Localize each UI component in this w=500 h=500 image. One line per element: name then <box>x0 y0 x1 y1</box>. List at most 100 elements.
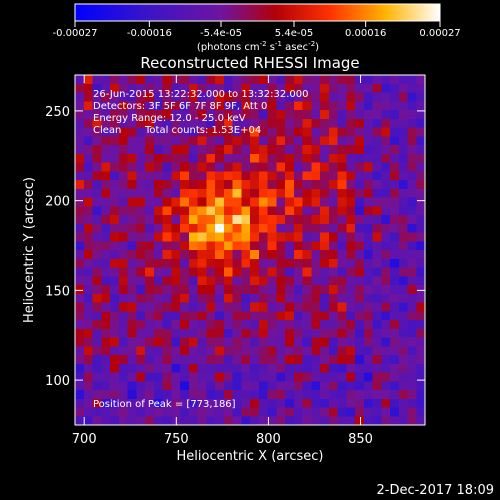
heatmap-cell <box>416 293 425 303</box>
heatmap-cell <box>75 127 85 137</box>
heatmap-cell <box>153 145 163 155</box>
heatmap-cell <box>302 293 312 303</box>
heatmap-cell <box>267 258 277 268</box>
heatmap-cell <box>206 416 216 425</box>
heatmap-cell <box>171 145 181 155</box>
heatmap-cell <box>232 162 242 172</box>
heatmap-cell <box>162 311 172 321</box>
heatmap-cell <box>258 258 268 268</box>
heatmap-cell <box>110 197 120 207</box>
heatmap-cell <box>250 328 260 338</box>
heatmap-cell <box>398 110 408 120</box>
heatmap-cell <box>92 180 102 190</box>
heatmap-cell <box>136 75 146 85</box>
heatmap-cell <box>381 381 391 391</box>
heatmap-cell <box>92 145 102 155</box>
heatmap-cell <box>355 416 365 425</box>
heatmap-cell <box>285 180 295 190</box>
heatmap-cell <box>118 320 128 330</box>
energy-range-annotation: Energy Range: 12.0 - 25.0 keV <box>93 113 246 124</box>
heatmap-cell <box>302 311 312 321</box>
heatmap-cell <box>197 267 207 277</box>
heatmap-cell <box>293 171 303 181</box>
heatmap-cell <box>328 127 338 137</box>
heatmap-cell <box>188 145 198 155</box>
heatmap-cell <box>232 223 242 233</box>
heatmap-cell <box>83 293 93 303</box>
heatmap-cell <box>337 390 347 400</box>
heatmap-cell <box>267 145 277 155</box>
heatmap-cell <box>92 398 102 408</box>
heatmap-cell <box>127 293 137 303</box>
heatmap-cell <box>83 328 93 338</box>
heatmap-cell <box>372 92 382 102</box>
heatmap-cell <box>83 258 93 268</box>
heatmap-cell <box>118 267 128 277</box>
heatmap-cell <box>363 381 373 391</box>
heatmap-cell <box>223 118 233 128</box>
heatmap-cell <box>83 83 93 93</box>
heatmap-cell <box>372 328 382 338</box>
heatmap-cell <box>320 285 330 295</box>
heatmap-cell <box>75 372 85 382</box>
heatmap-cell <box>407 241 417 251</box>
heatmap-cell <box>232 311 242 321</box>
heatmap-cell <box>337 372 347 382</box>
heatmap-cell <box>223 197 233 207</box>
heatmap-cell <box>101 285 111 295</box>
heatmap-cell <box>241 372 251 382</box>
heatmap-cell <box>101 328 111 338</box>
heatmap-cell <box>302 223 312 233</box>
heatmap-cell <box>363 145 373 155</box>
heatmap-cell <box>136 398 146 408</box>
heatmap-cell <box>153 302 163 312</box>
heatmap-cell <box>127 346 137 356</box>
heatmap-cell <box>328 337 338 347</box>
heatmap-cell <box>337 188 347 198</box>
heatmap-cell <box>101 162 111 172</box>
heatmap-cell <box>162 398 172 408</box>
heatmap-cell <box>276 83 286 93</box>
heatmap-cell <box>92 223 102 233</box>
heatmap-cell <box>346 258 356 268</box>
heatmap-cell <box>118 381 128 391</box>
heatmap-cell <box>188 250 198 260</box>
heatmap-cell <box>398 250 408 260</box>
heatmap-cell <box>197 197 207 207</box>
heatmap-cell <box>355 328 365 338</box>
heatmap-cell <box>293 407 303 417</box>
heatmap-cell <box>267 127 277 137</box>
heatmap-cell <box>311 118 321 128</box>
heatmap-cell <box>416 346 425 356</box>
heatmap-cell <box>337 337 347 347</box>
heatmap-cell <box>136 215 146 225</box>
heatmap-cell <box>215 101 225 111</box>
heatmap-cell <box>110 337 120 347</box>
heatmap-cell <box>416 75 425 85</box>
heatmap-cell <box>136 407 146 417</box>
heatmap-cell <box>153 215 163 225</box>
heatmap-cell <box>355 381 365 391</box>
heatmap-cell <box>188 206 198 216</box>
heatmap-cell <box>293 206 303 216</box>
heatmap-cell <box>127 101 137 111</box>
heatmap-cell <box>75 232 85 242</box>
heatmap-cell <box>127 390 137 400</box>
heatmap-cell <box>416 241 425 251</box>
heatmap-cell <box>337 232 347 242</box>
heatmap-cell <box>162 381 172 391</box>
heatmap-cell <box>355 171 365 181</box>
heatmap-cell <box>83 232 93 242</box>
heatmap-cell <box>83 267 93 277</box>
heatmap-cell <box>267 407 277 417</box>
heatmap-cell <box>372 197 382 207</box>
heatmap-cell <box>416 92 425 102</box>
heatmap-cell <box>337 206 347 216</box>
heatmap-cell <box>320 381 330 391</box>
heatmap-cell <box>320 293 330 303</box>
heatmap-cell <box>75 153 85 163</box>
heatmap-cell <box>276 101 286 111</box>
heatmap-cell <box>320 372 330 382</box>
heatmap-cell <box>162 293 172 303</box>
heatmap-cell <box>162 285 172 295</box>
